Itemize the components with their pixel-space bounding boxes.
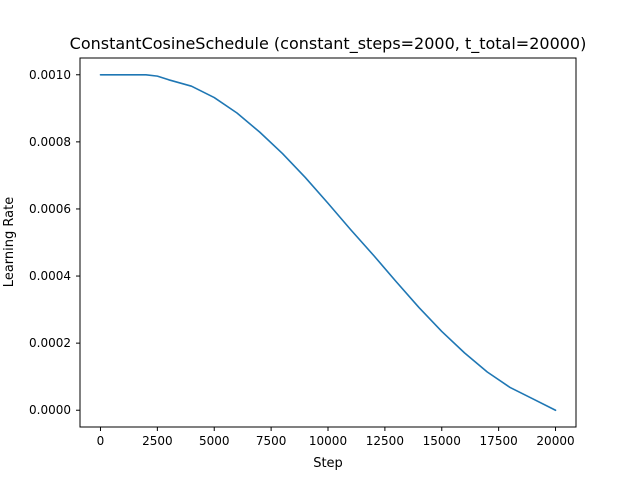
y-tick-label: 0.0006 [29,202,71,216]
y-tick-label: 0.0002 [29,336,71,350]
x-axis: 0 2500 5000 7500 10000 12500 15000 17500 20000 [97,427,575,448]
chart-title: ConstantCosineSchedule (constant_steps=2… [70,34,587,54]
x-axis-label: Step [313,456,343,471]
y-tick-label: 0.0004 [29,269,71,283]
x-tick-label: 20000 [536,434,574,448]
x-tick-label: 17500 [480,434,518,448]
x-tick-label: 15000 [423,434,461,448]
y-tick-label: 0.0010 [29,68,71,82]
x-tick-label: 0 [97,434,105,448]
x-tick-label: 2500 [142,434,173,448]
series-line-0 [99,73,557,412]
y-axis: 0.0000 0.0002 0.0004 0.0006 0.0008 0.0010 [29,68,80,417]
plot-area [99,73,557,412]
y-tick-label: 0.0008 [29,135,71,149]
x-tick-label: 12500 [366,434,404,448]
x-tick-label: 10000 [309,434,347,448]
y-tick-label: 0.0000 [29,403,71,417]
y-axis-label: Learning Rate [2,197,17,287]
x-tick-label: 5000 [199,434,230,448]
x-tick-label: 7500 [256,434,287,448]
